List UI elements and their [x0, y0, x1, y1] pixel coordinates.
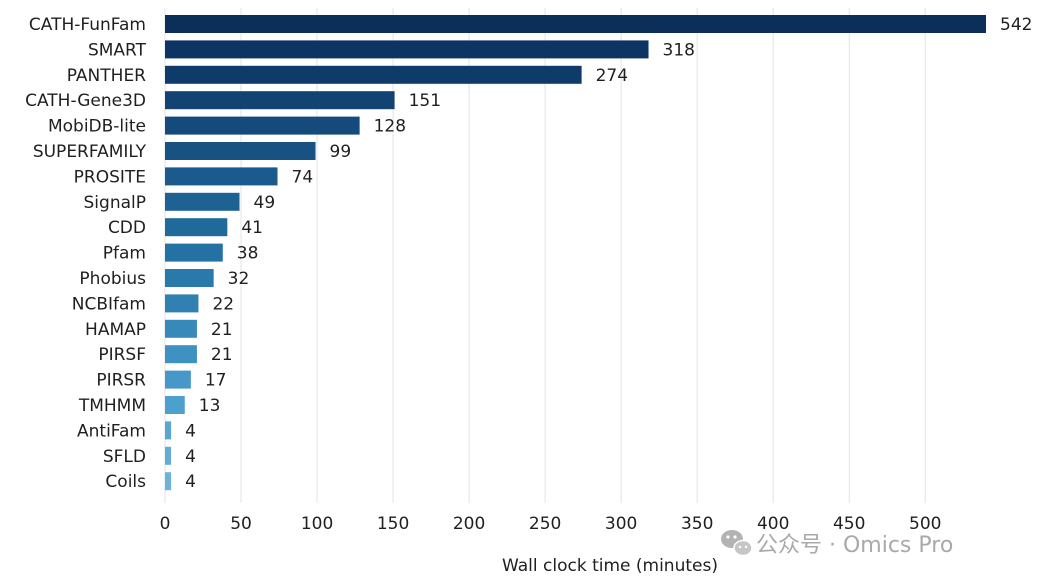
bar	[165, 167, 278, 186]
gridlines	[164, 8, 926, 503]
bar	[165, 345, 197, 364]
bar	[165, 370, 191, 389]
watermark-text: 公众号 · Omics Pro	[756, 533, 953, 558]
category-label: NCBIfam	[72, 294, 146, 314]
x-axis-title: Wall clock time (minutes)	[502, 556, 718, 576]
category-label: MobiDB-lite	[48, 117, 146, 137]
category-label: Coils	[105, 472, 146, 492]
bar	[165, 294, 199, 313]
value-label: 13	[199, 396, 221, 416]
x-tick-label: 0	[160, 514, 171, 534]
bar	[165, 40, 649, 59]
value-label: 17	[205, 371, 227, 391]
category-label: PANTHER	[67, 66, 146, 86]
x-tick-label: 450	[833, 514, 865, 534]
value-label: 38	[237, 244, 259, 264]
x-tick-label: 350	[681, 514, 713, 534]
category-label: CATH-Gene3D	[25, 91, 146, 111]
value-label: 22	[212, 294, 234, 314]
x-tick-label: 500	[909, 514, 941, 534]
x-tick-label: 150	[377, 514, 409, 534]
value-label: 274	[596, 66, 628, 86]
x-tick-label: 100	[301, 514, 333, 534]
bar	[165, 446, 172, 465]
category-label: SignalP	[84, 193, 146, 213]
bar	[165, 65, 582, 84]
x-tick-label: 300	[605, 514, 637, 534]
category-label: CATH-FunFam	[29, 15, 146, 35]
category-label: Phobius	[79, 269, 146, 289]
category-label: AntiFam	[77, 421, 146, 441]
x-tick-label: 50	[230, 514, 252, 534]
value-label: 542	[1000, 15, 1032, 35]
value-label: 49	[254, 193, 276, 213]
wechat-icon	[721, 530, 753, 557]
x-tick-label: 400	[757, 514, 789, 534]
bar	[165, 269, 214, 287]
x-tick-label: 250	[529, 514, 561, 534]
bar	[165, 421, 172, 440]
bar	[165, 15, 986, 33]
value-label: 128	[374, 117, 406, 137]
value-label: 318	[663, 40, 695, 60]
value-label: 21	[211, 345, 233, 365]
value-label: 4	[185, 447, 196, 467]
watermark: 公众号 · Omics Pro	[721, 530, 953, 558]
value-label: 21	[211, 320, 233, 340]
bars	[165, 15, 986, 491]
value-label: 151	[409, 91, 441, 111]
bar	[165, 396, 185, 414]
bar	[165, 472, 172, 491]
category-label: PIRSR	[96, 371, 146, 391]
bar	[165, 116, 360, 135]
bar	[165, 91, 395, 110]
category-label: PIRSF	[98, 345, 146, 365]
value-label: 32	[228, 269, 250, 289]
value-label: 99	[330, 142, 352, 162]
category-label: HAMAP	[85, 320, 146, 340]
value-label: 74	[292, 167, 314, 187]
bar	[165, 142, 316, 160]
category-label: CDD	[108, 218, 146, 238]
x-tick-label: 200	[453, 514, 485, 534]
value-label: 4	[185, 472, 196, 492]
bar	[165, 243, 223, 262]
category-label: SUPERFAMILY	[33, 142, 147, 162]
bar	[165, 192, 240, 211]
category-labels: CATH-FunFam SMART PANTHER CATH-Gene3D MobiDB…	[25, 15, 146, 492]
category-label: SFLD	[103, 447, 146, 467]
category-label: PROSITE	[74, 167, 146, 187]
category-label: TMHMM	[78, 396, 146, 416]
x-axis-ticks: 0 50 100 150 200 250 300 350 400 450 500	[160, 514, 942, 534]
category-label: SMART	[88, 40, 147, 60]
value-label: 4	[185, 421, 196, 441]
bar	[165, 319, 197, 338]
bar	[165, 218, 228, 237]
value-label: 41	[241, 218, 263, 238]
category-label: Pfam	[103, 244, 146, 264]
